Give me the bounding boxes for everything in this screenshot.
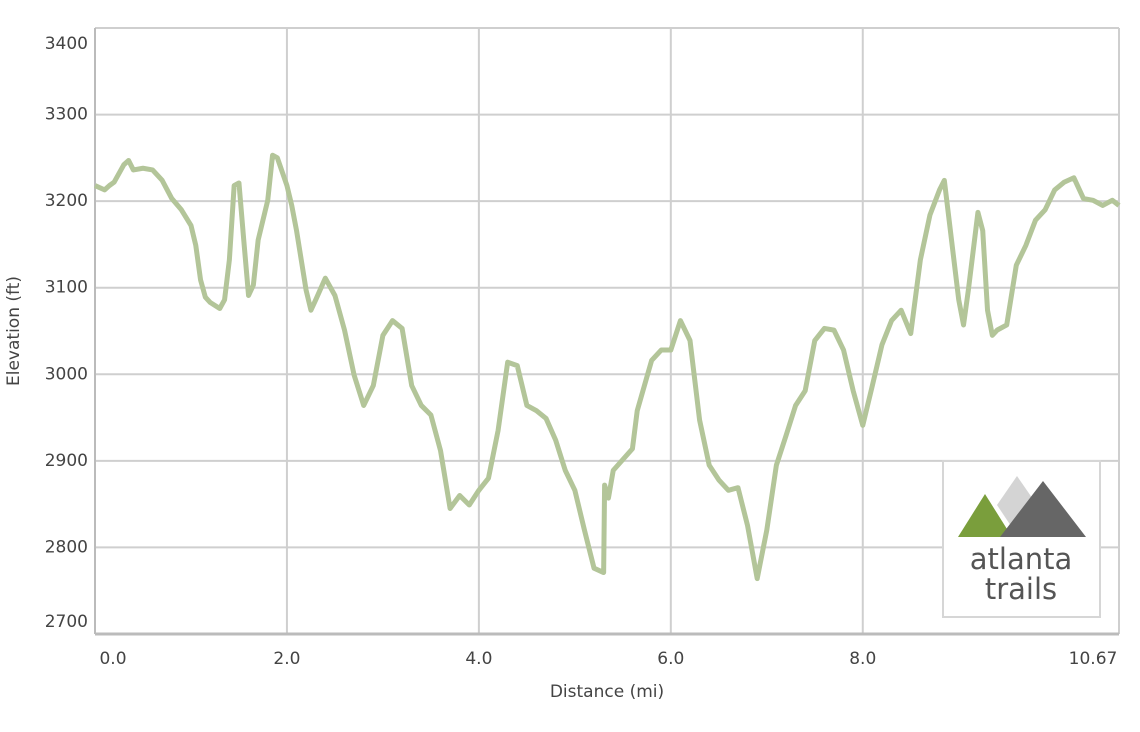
x-tick-label: 4.0 bbox=[465, 649, 492, 669]
y-tick-label: 2700 bbox=[45, 612, 88, 632]
y-axis-label: Elevation (ft) bbox=[4, 276, 24, 386]
elevation-line bbox=[93, 152, 1121, 582]
logo-peak bbox=[1000, 481, 1086, 537]
x-tick-label: 2.0 bbox=[273, 649, 300, 669]
y-tick-label: 2900 bbox=[45, 451, 88, 471]
y-tick-label: 3200 bbox=[45, 191, 88, 211]
x-tick-label: 6.0 bbox=[657, 649, 684, 669]
y-tick-label: 3400 bbox=[45, 34, 88, 54]
logo-peak bbox=[958, 494, 1012, 537]
x-tick-label: 10.67 bbox=[1069, 649, 1118, 669]
x-axis-label: Distance (mi) bbox=[550, 682, 664, 702]
logo-peak bbox=[997, 476, 1037, 535]
y-tick-label: 3100 bbox=[45, 278, 88, 298]
logo-text: trails bbox=[985, 572, 1057, 606]
y-tick-label: 3300 bbox=[45, 105, 88, 125]
x-tick-label: 0.0 bbox=[99, 649, 126, 669]
logo-text: atlanta bbox=[970, 542, 1073, 576]
x-tick-label: 8.0 bbox=[849, 649, 876, 669]
y-tick-label: 3000 bbox=[45, 364, 88, 384]
y-tick-label: 2800 bbox=[45, 537, 88, 557]
